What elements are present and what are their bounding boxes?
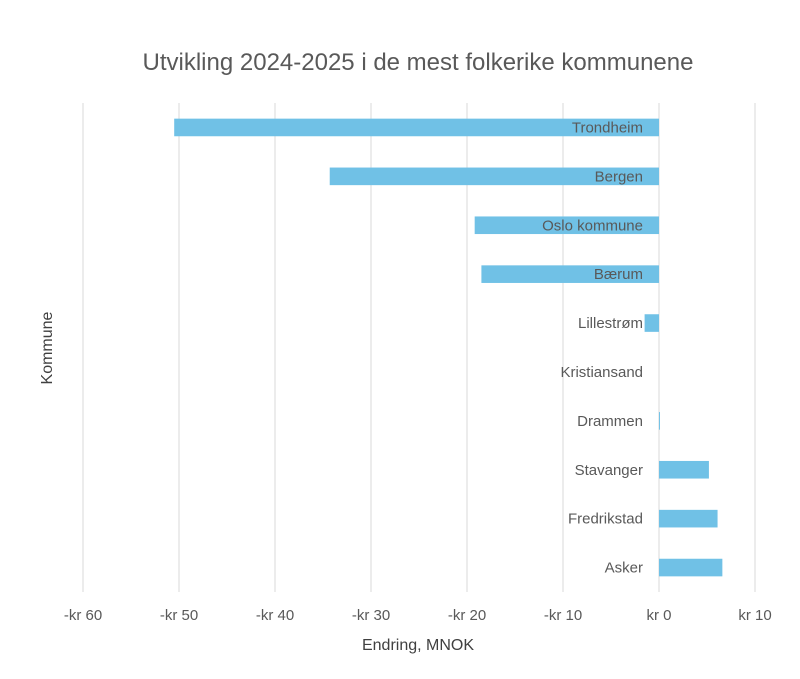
bar — [659, 558, 723, 577]
bar — [481, 265, 659, 283]
x-axis-title: Endring, MNOK — [362, 637, 474, 654]
x-tick-label: kr 0 — [646, 607, 671, 624]
x-tick-label: kr 10 — [738, 607, 771, 624]
x-tick-label: -kr 40 — [256, 607, 294, 624]
bar — [659, 412, 660, 430]
x-tick-label: -kr 50 — [160, 607, 198, 624]
category-label: Bergen — [595, 168, 643, 185]
category-labels: Trondheim Bergen Oslo kommune Bærum Lillestr… — [542, 119, 643, 576]
category-label: Trondheim — [572, 119, 643, 136]
x-tick-label: -kr 10 — [544, 607, 582, 624]
category-label: Fredrikstad — [568, 511, 643, 528]
chart-title: Utvikling 2024-2025 i de mest folkerike … — [143, 49, 694, 76]
category-label: Stavanger — [575, 462, 643, 479]
x-tick-label: -kr 60 — [64, 607, 102, 624]
bar — [329, 167, 659, 186]
bar — [659, 460, 709, 479]
category-label: Kristiansand — [560, 364, 643, 381]
category-label: Lillestrøm — [578, 315, 643, 332]
category-label: Asker — [605, 560, 643, 577]
y-axis-title: Kommune — [39, 311, 56, 384]
category-label: Oslo kommune — [542, 217, 643, 234]
x-tick-label: -kr 30 — [352, 607, 390, 624]
category-label: Bærum — [594, 266, 643, 283]
bars — [174, 118, 723, 577]
x-tick-label: -kr 20 — [448, 607, 486, 624]
bar — [174, 118, 659, 137]
bar — [644, 314, 659, 332]
bar — [474, 216, 659, 235]
category-label: Drammen — [577, 413, 643, 430]
bar — [659, 509, 718, 528]
x-tick-labels: -kr 60 -kr 50 -kr 40 -kr 30 -kr 20 -kr 10 kr 0… — [64, 607, 772, 624]
